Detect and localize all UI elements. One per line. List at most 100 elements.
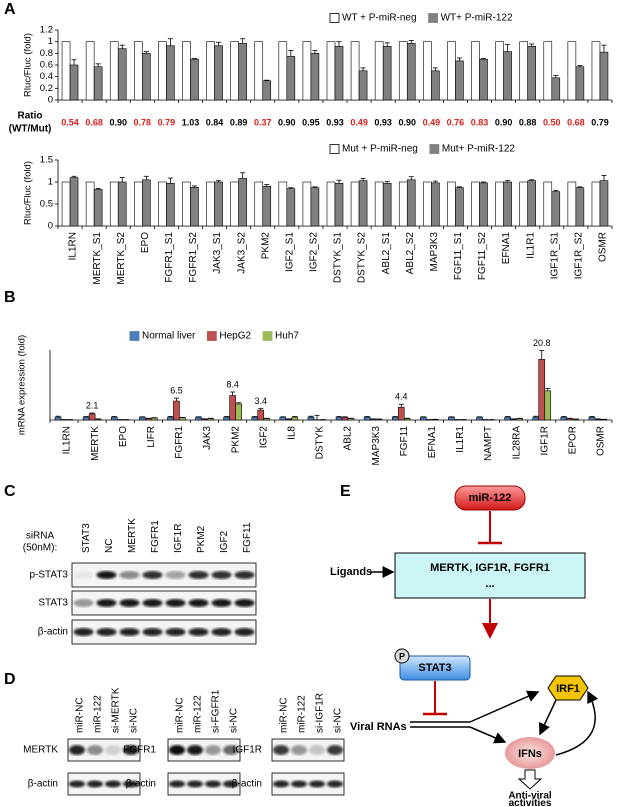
ratio-label: 0.90: [278, 117, 296, 127]
ratio-label: 1.03: [182, 117, 200, 127]
bar: [286, 188, 296, 227]
ratio-label: 0.93: [374, 117, 392, 127]
y-tick-label: 1: [48, 177, 53, 188]
bar: [235, 403, 242, 421]
x-tick-label: LIFR: [146, 426, 157, 448]
data-label: 6.5: [170, 386, 183, 396]
bar: [374, 41, 384, 101]
x-tick-label: IL28RA: [511, 426, 522, 460]
blot-frame: [271, 772, 345, 796]
bar: [286, 55, 296, 101]
bar: [190, 58, 199, 101]
bar: [61, 41, 71, 101]
y-tick-label: 0.4: [40, 71, 53, 82]
blot-frame: [67, 738, 141, 762]
lane-label: IGF1R: [173, 524, 184, 553]
legend-label: HepG2: [219, 331, 251, 342]
bar: [567, 41, 577, 101]
bar: [109, 181, 119, 227]
blot-band: [96, 628, 117, 636]
x-tick-label: FGF11_S1: [453, 232, 464, 281]
bar: [599, 180, 609, 227]
x-tick-label: ABL2_S2: [405, 232, 416, 275]
ratio-label: 0.54: [61, 117, 79, 127]
bar: [230, 41, 239, 101]
blot-band: [309, 780, 325, 788]
blot-band: [188, 599, 209, 607]
x-tick-label: MERTK_S1: [92, 232, 103, 285]
target-label: ...: [485, 578, 494, 590]
lane-label: si-MERTK: [111, 687, 122, 733]
x-tick-label: MAP3K3: [371, 426, 382, 466]
lane-label: FGF11: [242, 522, 253, 553]
blot-band: [69, 780, 85, 788]
lane-label: miR-NC: [279, 697, 290, 733]
bar: [471, 41, 480, 101]
bar: [251, 416, 259, 421]
y-tick-label: 0.6: [40, 60, 53, 71]
blot-band: [87, 745, 103, 755]
blot-band: [234, 628, 255, 636]
legend-swatch: [329, 13, 340, 23]
bar: [503, 181, 512, 227]
ratio-label: 0.37: [254, 117, 272, 127]
x-tick-label: ABL2: [343, 426, 354, 451]
bar: [588, 416, 596, 421]
legend-label: WT+ P-miR-122: [441, 13, 513, 24]
blot-band: [165, 628, 186, 636]
lane-label: si-NC: [333, 708, 344, 733]
legend-label: Normal liver: [142, 331, 196, 342]
row-label: β-actin: [232, 779, 262, 790]
bar: [110, 416, 118, 421]
y-axis-title: Rluc/Fluc (fold): [23, 161, 34, 225]
lane-label: FGFR1: [150, 520, 161, 553]
bar: [302, 181, 312, 227]
blot-frame: [271, 738, 345, 762]
panel-letter: B: [4, 289, 16, 306]
blot-band: [273, 745, 289, 755]
bar: [543, 41, 553, 101]
arrow: [539, 699, 557, 736]
y-tick-label: 1: [48, 36, 53, 47]
blot-band: [205, 745, 221, 755]
y-tick-label: 0.8: [40, 48, 53, 59]
arrow: [469, 690, 540, 723]
y-tick-label: 1.2: [40, 25, 53, 36]
ratio-label: 0.68: [85, 117, 103, 127]
bar: [139, 416, 146, 421]
bar: [382, 183, 392, 227]
x-tick-label: EPOR: [567, 426, 578, 454]
bar: [369, 418, 377, 421]
mirna-node: [454, 485, 526, 511]
bar: [334, 46, 344, 101]
legend-swatch: [262, 331, 273, 341]
bar: [575, 66, 585, 101]
bar: [166, 183, 175, 227]
lane-label: miR-NC: [175, 697, 186, 733]
bar: [54, 416, 62, 421]
blot-band: [187, 745, 203, 755]
ratio-label: 0.88: [519, 117, 537, 127]
panel-letter: A: [4, 1, 16, 18]
blot-band: [165, 599, 186, 607]
ratio-label: 0.90: [109, 117, 127, 127]
ratio-label: 0.50: [543, 117, 561, 127]
bar: [117, 48, 127, 101]
bar: [85, 41, 95, 101]
x-tick-label: JAK3: [202, 426, 213, 450]
bar: [594, 418, 602, 421]
bar: [134, 181, 143, 227]
bar: [61, 181, 71, 227]
bar: [495, 181, 504, 227]
bar: [341, 417, 349, 421]
bar: [190, 186, 199, 227]
bar: [567, 181, 577, 227]
row-label: FGFR1: [123, 745, 156, 756]
bar: [527, 46, 536, 101]
bar: [214, 45, 223, 101]
x-tick-label: EPO: [140, 232, 151, 253]
bar: [398, 41, 408, 101]
y-tick-label: 0: [48, 221, 53, 232]
blot-band: [234, 571, 255, 579]
bar: [479, 58, 488, 101]
